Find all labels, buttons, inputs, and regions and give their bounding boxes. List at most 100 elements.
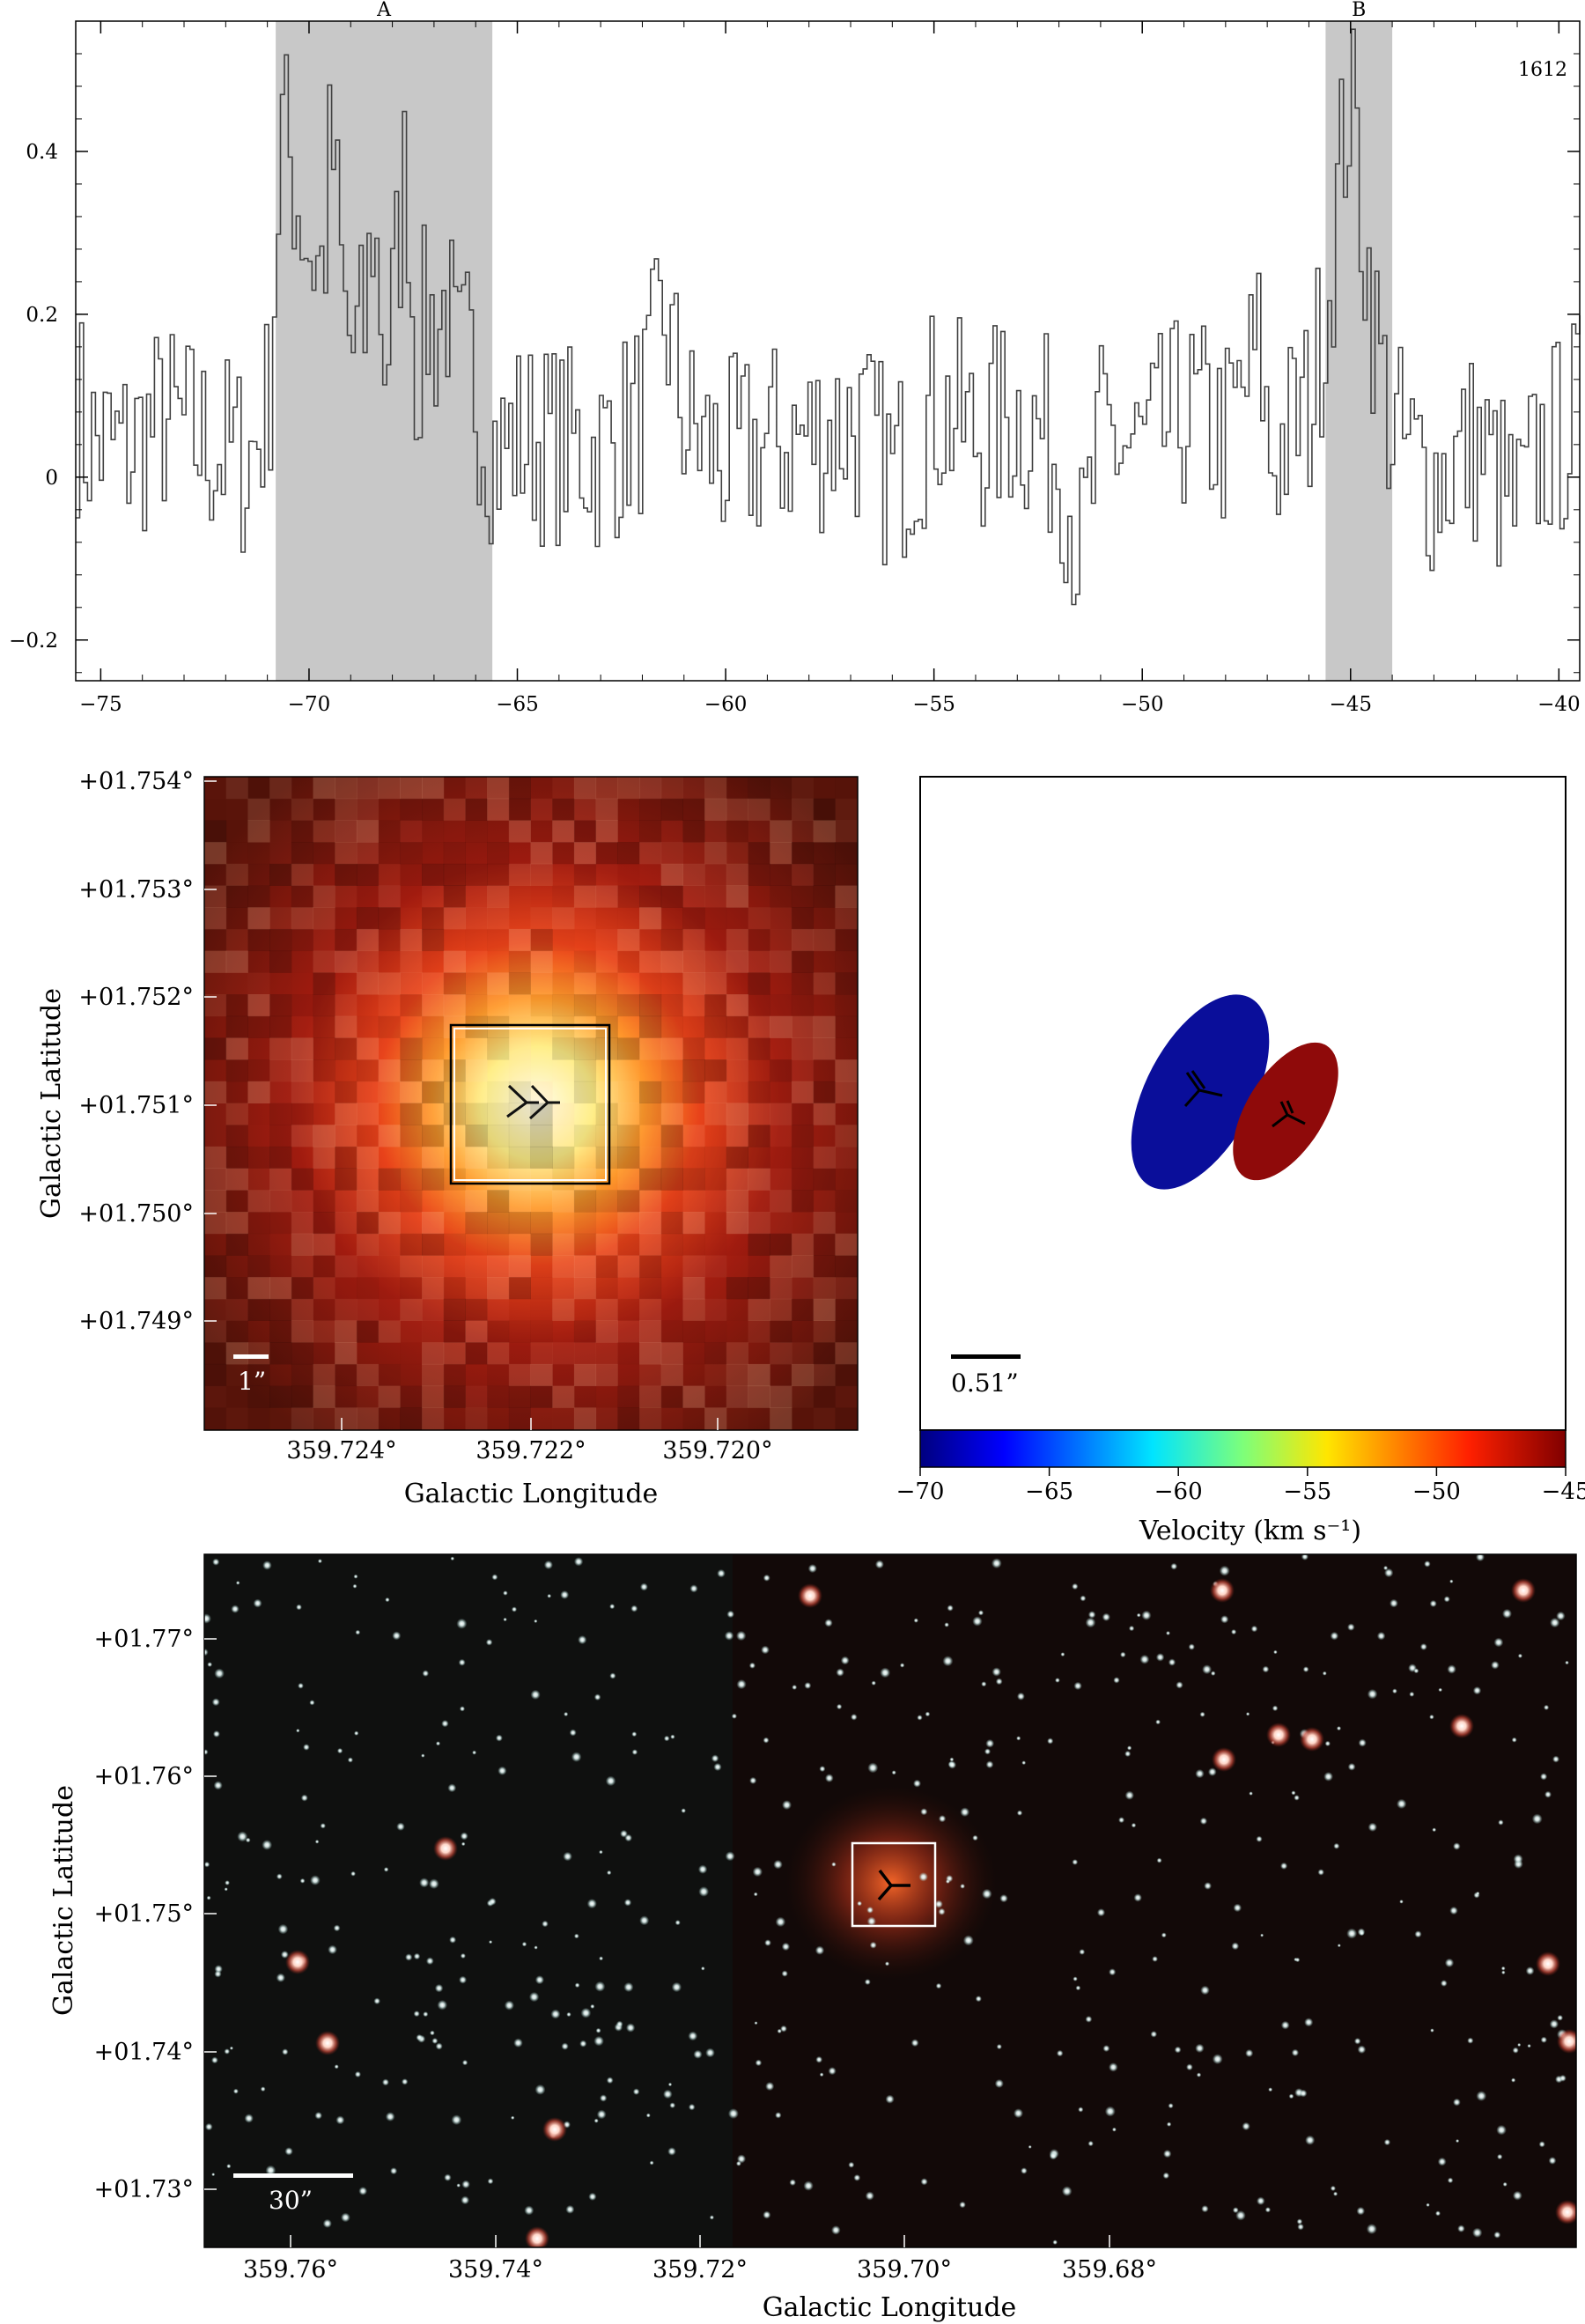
zoom-pixel [552, 994, 575, 1017]
zoom-pixel [639, 1190, 662, 1213]
zoom-pixel [313, 1059, 335, 1082]
zoom-pixel [660, 1385, 683, 1408]
zoom-pixel [704, 1298, 727, 1321]
zoom-pixel [379, 1255, 401, 1277]
zoom-pixel [247, 928, 270, 952]
zoom-pixel [225, 1146, 248, 1169]
zoom-pixel [378, 1059, 401, 1082]
star [959, 2201, 966, 2209]
zoom-pixel [682, 1015, 705, 1038]
zoom-pixel [204, 1168, 227, 1191]
star [705, 2047, 715, 2058]
zoom-pixel [335, 994, 358, 1017]
zoom-pixel [660, 1212, 683, 1235]
zoom-pixel [487, 777, 510, 800]
star [204, 1861, 210, 1868]
zoom-pixel [682, 1037, 705, 1060]
zoom-pixel [704, 1146, 727, 1169]
star [639, 1915, 650, 1926]
star [701, 1966, 705, 1971]
star [1324, 1740, 1331, 1747]
star [1060, 1652, 1065, 1657]
star [1231, 1942, 1240, 1951]
zoom-x-tick-labels: 359.724° 359.722° 359.720° [286, 1437, 772, 1464]
zoom-pixel [291, 1342, 313, 1365]
star [670, 1734, 675, 1739]
zoom-pixel [748, 994, 770, 1017]
zoom-pixel [639, 928, 662, 952]
zoom-pixel [465, 950, 488, 973]
star [736, 1630, 747, 1642]
star [461, 2060, 468, 2066]
velocity-map-panel: 0.51” −70 −65 −60 −55 −50 −45 Velocity (km s⁻… [896, 776, 1585, 1546]
zoom-pixel [313, 1169, 335, 1191]
zoom-pixel [291, 777, 313, 799]
star [1330, 2185, 1336, 2192]
star [1176, 1681, 1183, 1689]
star [1136, 1612, 1141, 1618]
zoom-pixel [204, 1212, 227, 1235]
zoom-pixel [682, 972, 705, 995]
zoom-pixel [400, 1103, 423, 1125]
zoom-pixel [596, 864, 618, 886]
star [1166, 2121, 1172, 2127]
zoom-pixel [596, 1059, 618, 1081]
zoom-pixel [595, 1320, 618, 1343]
zoom-pixel [443, 1298, 466, 1321]
zoom-pixel [269, 928, 292, 952]
zoom-pixel [422, 1321, 444, 1343]
zoom-pixel [313, 1125, 335, 1147]
zoom-pixel [814, 777, 836, 799]
zoom-pixel [465, 1255, 488, 1278]
zoom-pixel [595, 1037, 618, 1060]
star [1456, 2139, 1460, 2143]
zoom-pixel [225, 950, 248, 973]
zoom-pixel [726, 950, 748, 973]
star [355, 1629, 361, 1635]
zoom-pixel [552, 777, 574, 799]
star [1155, 1719, 1161, 1725]
zoom-pixel [400, 820, 423, 843]
zoom-pixel [400, 1190, 423, 1213]
zoom-pixel [770, 863, 792, 886]
star [213, 1781, 223, 1790]
zoom-pixel [748, 1103, 770, 1125]
zoom-pixel [682, 1255, 705, 1278]
zoom-pixel [204, 1234, 226, 1256]
zoom-pixel [443, 842, 466, 865]
zoom-pixel [617, 1081, 640, 1103]
component-a-marker-icon [1183, 1070, 1223, 1107]
star [1476, 1554, 1485, 1562]
zoom-pixel [726, 1168, 748, 1191]
zoom-pixel [770, 842, 792, 865]
star [1272, 1705, 1279, 1712]
zoom-pixel [639, 1146, 662, 1169]
star [753, 1892, 758, 1897]
zoom-pixel [291, 1147, 313, 1169]
zoom-pixel [313, 1212, 335, 1235]
zoom-pixel [813, 1277, 836, 1300]
star [828, 2067, 837, 2076]
zoom-pixel [269, 777, 292, 800]
star [1527, 2044, 1531, 2048]
star [235, 1581, 240, 1585]
star [688, 2103, 696, 2111]
zoom-pixel [269, 907, 292, 930]
star [566, 2011, 571, 2018]
star [1056, 2049, 1064, 2057]
zoom-pixel [639, 1385, 662, 1408]
zoom-pixel [400, 1037, 423, 1060]
zoom-pixel [204, 1407, 227, 1430]
zoom-pixel [422, 1168, 445, 1191]
star [425, 1957, 434, 1966]
star [782, 1800, 792, 1811]
star [1128, 1625, 1135, 1632]
zoom-y-tick-label: +01.751° [78, 1092, 194, 1119]
star [211, 2173, 216, 2177]
star [1260, 1933, 1264, 1937]
zoom-pixel [573, 1342, 597, 1365]
star [579, 2040, 587, 2047]
zoom-pixel [509, 907, 531, 929]
star [456, 2183, 461, 2188]
